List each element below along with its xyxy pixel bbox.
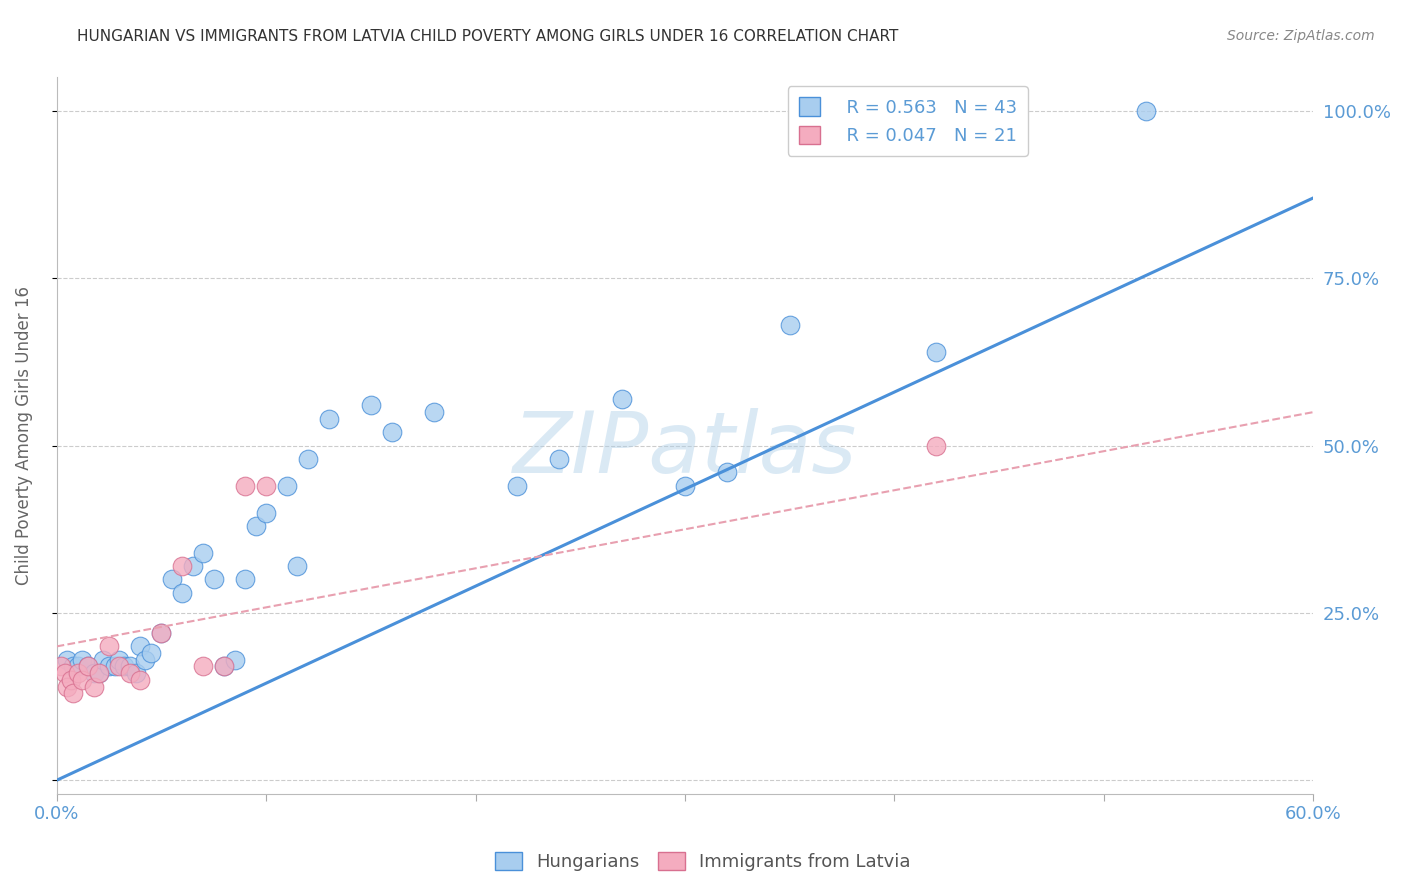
- Point: [91, 653, 114, 667]
- Point: [193, 659, 215, 673]
- Point: [83, 680, 105, 694]
- Legend: Hungarians, Immigrants from Latvia: Hungarians, Immigrants from Latvia: [488, 845, 918, 879]
- Point: [233, 479, 256, 493]
- Point: [49, 659, 72, 673]
- Point: [172, 586, 194, 600]
- Point: [98, 640, 121, 654]
- Point: [287, 559, 309, 574]
- Point: [297, 452, 319, 467]
- Point: [212, 659, 235, 673]
- Point: [381, 425, 404, 440]
- Point: [233, 573, 256, 587]
- Point: [245, 519, 267, 533]
- Point: [134, 653, 156, 667]
- Point: [77, 659, 100, 673]
- Point: [160, 573, 183, 587]
- Point: [129, 673, 152, 687]
- Point: [779, 318, 801, 332]
- Point: [112, 659, 135, 673]
- Point: [98, 659, 121, 673]
- Point: [66, 659, 89, 673]
- Point: [118, 666, 141, 681]
- Point: [56, 680, 79, 694]
- Point: [172, 559, 194, 574]
- Point: [318, 412, 340, 426]
- Point: [422, 405, 444, 419]
- Point: [254, 479, 277, 493]
- Point: [83, 666, 105, 681]
- Point: [104, 659, 127, 673]
- Point: [108, 653, 131, 667]
- Point: [70, 653, 93, 667]
- Point: [224, 653, 246, 667]
- Point: [1135, 103, 1157, 118]
- Text: ZIPatlas: ZIPatlas: [513, 409, 858, 491]
- Point: [925, 439, 948, 453]
- Point: [150, 626, 173, 640]
- Point: [77, 659, 100, 673]
- Point: [925, 344, 948, 359]
- Point: [108, 659, 131, 673]
- Point: [118, 659, 141, 673]
- Text: Source: ZipAtlas.com: Source: ZipAtlas.com: [1227, 29, 1375, 44]
- Point: [87, 666, 110, 681]
- Point: [70, 673, 93, 687]
- Point: [506, 479, 529, 493]
- Point: [610, 392, 633, 406]
- Point: [56, 653, 79, 667]
- Point: [181, 559, 204, 574]
- Point: [150, 626, 173, 640]
- Point: [673, 479, 696, 493]
- Point: [139, 646, 162, 660]
- Point: [254, 506, 277, 520]
- Point: [60, 673, 83, 687]
- Point: [193, 546, 215, 560]
- Point: [66, 666, 89, 681]
- Point: [360, 399, 382, 413]
- Y-axis label: Child Poverty Among Girls Under 16: Child Poverty Among Girls Under 16: [15, 286, 32, 585]
- Point: [62, 659, 84, 673]
- Point: [212, 659, 235, 673]
- Point: [202, 573, 225, 587]
- Text: HUNGARIAN VS IMMIGRANTS FROM LATVIA CHILD POVERTY AMONG GIRLS UNDER 16 CORRELATI: HUNGARIAN VS IMMIGRANTS FROM LATVIA CHIL…: [77, 29, 898, 45]
- Point: [62, 686, 84, 700]
- Point: [129, 640, 152, 654]
- Point: [53, 666, 76, 681]
- Point: [716, 466, 738, 480]
- Legend:   R = 0.563   N = 43,   R = 0.047   N = 21: R = 0.563 N = 43, R = 0.047 N = 21: [787, 87, 1028, 156]
- Point: [548, 452, 571, 467]
- Point: [125, 666, 148, 681]
- Point: [276, 479, 298, 493]
- Point: [87, 666, 110, 681]
